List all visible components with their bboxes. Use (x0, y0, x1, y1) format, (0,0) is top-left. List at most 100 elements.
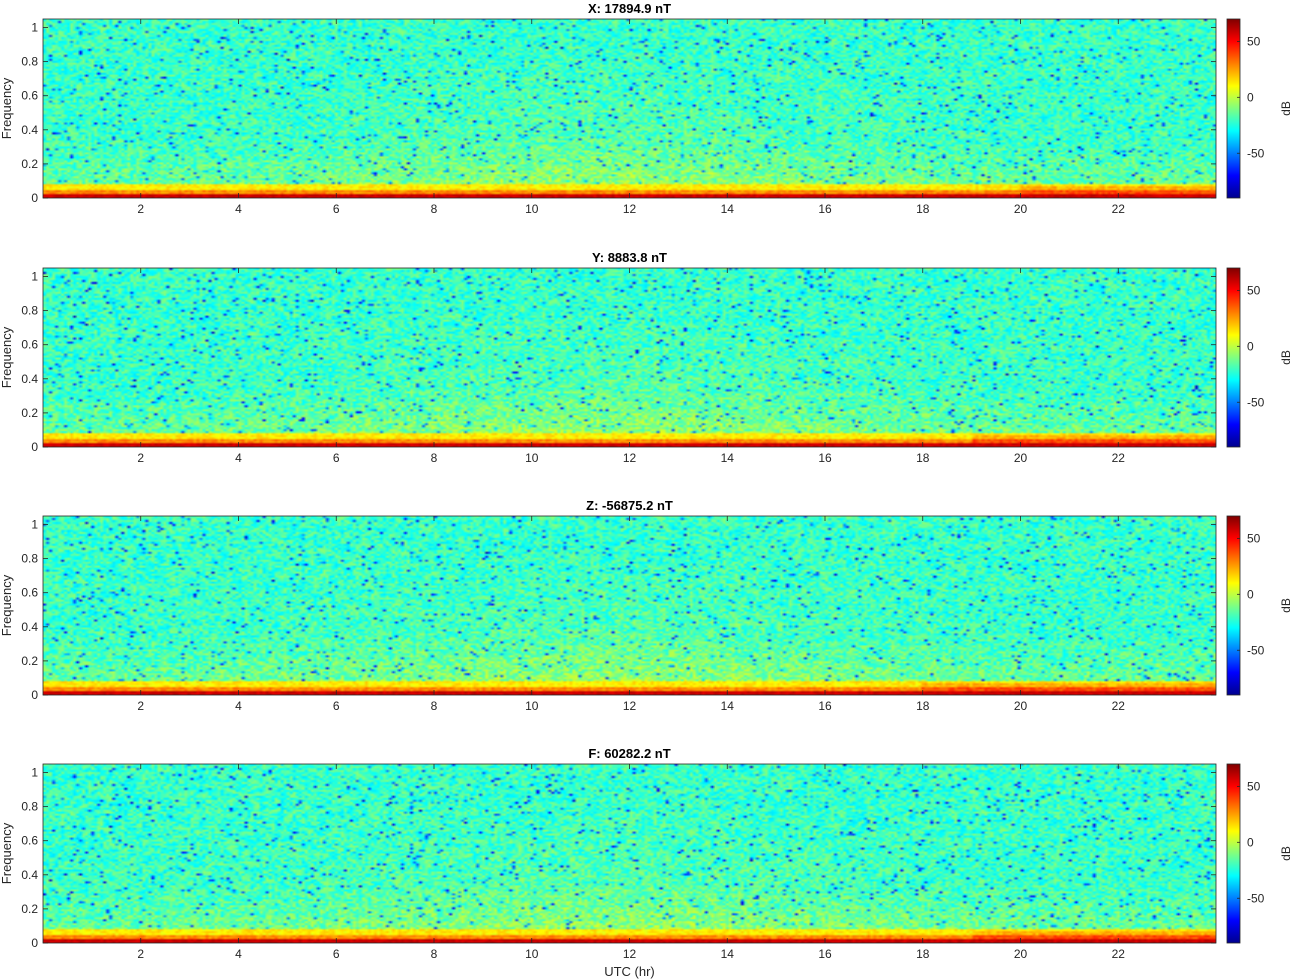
x-tick-label: 20 (1014, 202, 1028, 216)
y-tick-label: 0.8 (21, 55, 38, 69)
y-tick-label: 0.4 (21, 372, 38, 386)
x-tick-label: 12 (623, 451, 637, 465)
colorbar (1226, 763, 1241, 944)
panel-title: Z: -56875.2 nT (586, 498, 673, 513)
spectrogram-image (43, 19, 1216, 198)
y-tick-label: 0.8 (21, 800, 38, 814)
colorbar-tick-label: -50 (1247, 891, 1265, 905)
x-tick-label: 2 (137, 202, 144, 216)
y-tick-label: 0 (31, 688, 38, 702)
y-tick-label: 0.2 (21, 902, 38, 916)
y-tick-label: 0.4 (21, 620, 38, 634)
x-tick-label: 2 (137, 947, 144, 961)
panel-title: F: 60282.2 nT (588, 746, 670, 761)
colorbar-tick-label: 50 (1247, 34, 1261, 48)
x-tick-label: 14 (721, 699, 735, 713)
colorbar-label: dB (1279, 598, 1293, 613)
y-tick-label: 1 (31, 766, 38, 780)
x-tick-label: 10 (525, 947, 539, 961)
x-tick-label: 14 (721, 947, 735, 961)
y-tick-label: 0 (31, 936, 38, 950)
x-tick-label: 12 (623, 202, 637, 216)
x-tick-label: 22 (1112, 947, 1126, 961)
x-tick-label: 8 (431, 699, 438, 713)
x-tick-label: 16 (818, 699, 832, 713)
x-tick-label: 16 (818, 451, 832, 465)
x-tick-label: 2 (137, 451, 144, 465)
x-tick-label: 10 (525, 202, 539, 216)
y-tick-label: 0.8 (21, 304, 38, 318)
x-tick-label: 4 (235, 202, 242, 216)
x-tick-label: 6 (333, 451, 340, 465)
y-tick-label: 0 (31, 191, 38, 205)
x-tick-label: 16 (818, 202, 832, 216)
colorbar-tick-label: -50 (1247, 146, 1265, 160)
y-axis-label: Frequency (0, 574, 14, 636)
colorbar-tick-label: 0 (1247, 90, 1254, 104)
y-tick-label: 0.2 (21, 654, 38, 668)
y-tick-label: 1 (31, 270, 38, 284)
y-tick-label: 0.4 (21, 123, 38, 137)
x-tick-label: 8 (431, 451, 438, 465)
colorbar-tick-label: 0 (1247, 835, 1254, 849)
y-tick-label: 0.2 (21, 406, 38, 420)
x-tick-label: 4 (235, 947, 242, 961)
y-tick-label: 1 (31, 21, 38, 35)
y-tick-label: 0.8 (21, 552, 38, 566)
y-tick-label: 0.4 (21, 868, 38, 882)
y-axis-label: Frequency (0, 77, 14, 139)
y-tick-label: 1 (31, 518, 38, 532)
colorbar-tick-label: -50 (1247, 643, 1265, 657)
x-tick-label: 6 (333, 202, 340, 216)
x-tick-label: 2 (137, 699, 144, 713)
colorbar-tick-label: 50 (1247, 283, 1261, 297)
colorbar-label: dB (1279, 846, 1293, 861)
x-tick-label: 20 (1014, 699, 1028, 713)
colorbar-tick-label: 0 (1247, 339, 1254, 353)
panel-z: Z: -56875.2 nT2 4 6 8 10 12 14 16 18 20 2200.20.40… (0, 498, 1293, 713)
x-tick-label: 10 (525, 699, 539, 713)
panel-title: Y: 8883.8 nT (592, 250, 667, 265)
x-tick-label: 12 (623, 947, 637, 961)
x-tick-label: 18 (916, 451, 930, 465)
y-tick-label: 0 (31, 440, 38, 454)
x-tick-label: 18 (916, 202, 930, 216)
panel-x: X: 17894.9 nT2 4 6 8 10 12 14 16 18 20 2200.20.40.… (0, 1, 1293, 216)
colorbar-tick-label: -50 (1247, 395, 1265, 409)
y-tick-label: 0.6 (21, 834, 38, 848)
spectrogram-image (43, 516, 1216, 695)
x-tick-label: 14 (721, 451, 735, 465)
x-tick-label: 4 (235, 451, 242, 465)
colorbar-label: dB (1279, 101, 1293, 116)
x-tick-label: 16 (818, 947, 832, 961)
panel-y: Y: 8883.8 nT2 4 6 8 10 12 14 16 18 20 2200.20.40.6… (0, 250, 1293, 465)
colorbar-tick-label: 50 (1247, 779, 1261, 793)
x-axis-label: UTC (hr) (604, 964, 655, 979)
colorbar (1226, 18, 1241, 199)
panel-f: F: 60282.2 nT2 4 6 8 10 12 14 16 18 20 2200.20.40.… (0, 746, 1293, 979)
x-tick-label: 18 (916, 947, 930, 961)
x-tick-label: 8 (431, 202, 438, 216)
x-tick-label: 10 (525, 451, 539, 465)
x-tick-label: 22 (1112, 202, 1126, 216)
y-tick-label: 0.6 (21, 89, 38, 103)
x-tick-label: 22 (1112, 451, 1126, 465)
spectrogram-image (43, 764, 1216, 943)
colorbar (1226, 515, 1241, 696)
x-tick-label: 20 (1014, 451, 1028, 465)
panel-title: X: 17894.9 nT (588, 1, 671, 16)
x-tick-label: 14 (721, 202, 735, 216)
x-tick-label: 18 (916, 699, 930, 713)
x-tick-label: 4 (235, 699, 242, 713)
colorbar-tick-label: 0 (1247, 587, 1254, 601)
y-tick-label: 0.6 (21, 586, 38, 600)
colorbar (1226, 267, 1241, 448)
x-tick-label: 12 (623, 699, 637, 713)
x-tick-label: 22 (1112, 699, 1126, 713)
x-tick-label: 20 (1014, 947, 1028, 961)
colorbar-label: dB (1279, 350, 1293, 365)
x-tick-label: 6 (333, 699, 340, 713)
y-axis-label: Frequency (0, 822, 14, 884)
colorbar-tick-label: 50 (1247, 531, 1261, 545)
